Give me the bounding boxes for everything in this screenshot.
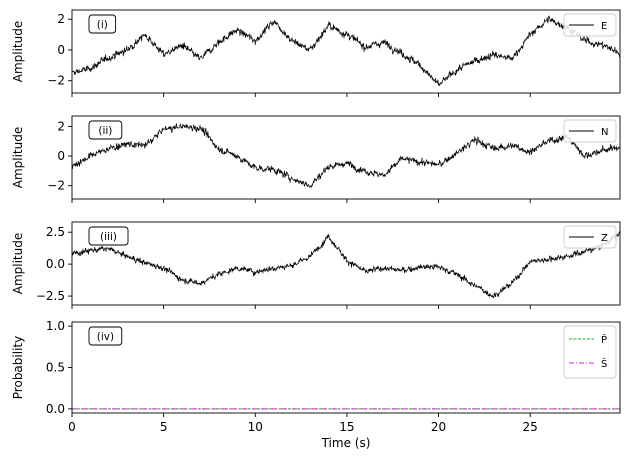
panel-tag: (iv) (88, 326, 123, 346)
y-axis-label: Amplitude (11, 233, 25, 295)
x-tick-label: 20 (431, 420, 446, 434)
panel-tag-box (88, 14, 117, 34)
panel-tag: (i) (88, 14, 117, 34)
legend-label: P̂ (601, 333, 607, 346)
plot-area (72, 15, 620, 87)
panel-2: −2 0 2 Amplitude (ii) N (11, 115, 621, 203)
y-tick-label: 0.0 (46, 402, 65, 416)
legend: P̂ Ŝ (563, 325, 617, 379)
panel-tag-text: (iii) (100, 231, 117, 243)
series-line-Z (72, 230, 620, 299)
x-tick-label: 0 (68, 420, 76, 434)
x-tick-label: 25 (523, 420, 538, 434)
legend: N (563, 119, 617, 143)
y-tick-label: 0 (57, 149, 65, 163)
legend-box (563, 325, 617, 379)
panel-tag-text: (ii) (98, 125, 112, 137)
legend-label: E (601, 21, 607, 32)
panel-tag-box (88, 326, 123, 346)
legend: E (563, 13, 617, 37)
panel-tag-text: (i) (97, 19, 108, 31)
x-tick-label: 5 (160, 420, 168, 434)
x-axis-label: Time (s) (321, 436, 371, 450)
panel-tag-box (88, 226, 129, 246)
x-tick-label: 15 (339, 420, 354, 434)
y-axis-label: Probability (11, 336, 25, 399)
panel-4: 0.0 0.5 1.0 0 5 10 15 20 25 Probability Time (s) (i… (11, 319, 621, 450)
axes-frame (71, 115, 621, 200)
legend-label: Ŝ (601, 357, 607, 370)
plot-area (72, 123, 620, 188)
axes-frame (71, 321, 621, 414)
y-axis-label: Amplitude (11, 127, 25, 189)
y-tick-label: −2.5 (36, 289, 65, 303)
legend-label: N (601, 127, 608, 138)
y-tick-label: 0.5 (46, 361, 65, 375)
x-tick-label: 10 (248, 420, 263, 434)
series-line-E (72, 15, 620, 87)
y-axis-label: Amplitude (11, 21, 25, 83)
y-tick-label: −2 (47, 179, 65, 193)
panel-tag-text: (iv) (97, 331, 114, 343)
panel-3: −2.5 0.0 2.5 Amplitude (iii) Z (11, 221, 621, 309)
legend-label: Z (601, 233, 608, 244)
y-tick-label: 1.0 (46, 319, 65, 333)
y-tick-label: 0.0 (46, 257, 65, 271)
panel-tag: (iii) (88, 226, 129, 246)
axes-frame (71, 9, 621, 94)
y-tick-label: 0 (57, 43, 65, 57)
axes-frame (71, 221, 621, 306)
y-tick-label: 2.5 (46, 225, 65, 239)
y-tick-label: 2 (57, 119, 65, 133)
plot-area (72, 230, 620, 299)
y-tick-label: 2 (57, 12, 65, 26)
panel-1: −2 0 2 Amplitude (i) E (11, 9, 621, 97)
legend: Z (563, 225, 617, 249)
y-tick-label: −2 (47, 74, 65, 88)
panel-tag: (ii) (88, 120, 123, 140)
series-line-N (72, 123, 620, 188)
panel-tag-box (88, 120, 123, 140)
